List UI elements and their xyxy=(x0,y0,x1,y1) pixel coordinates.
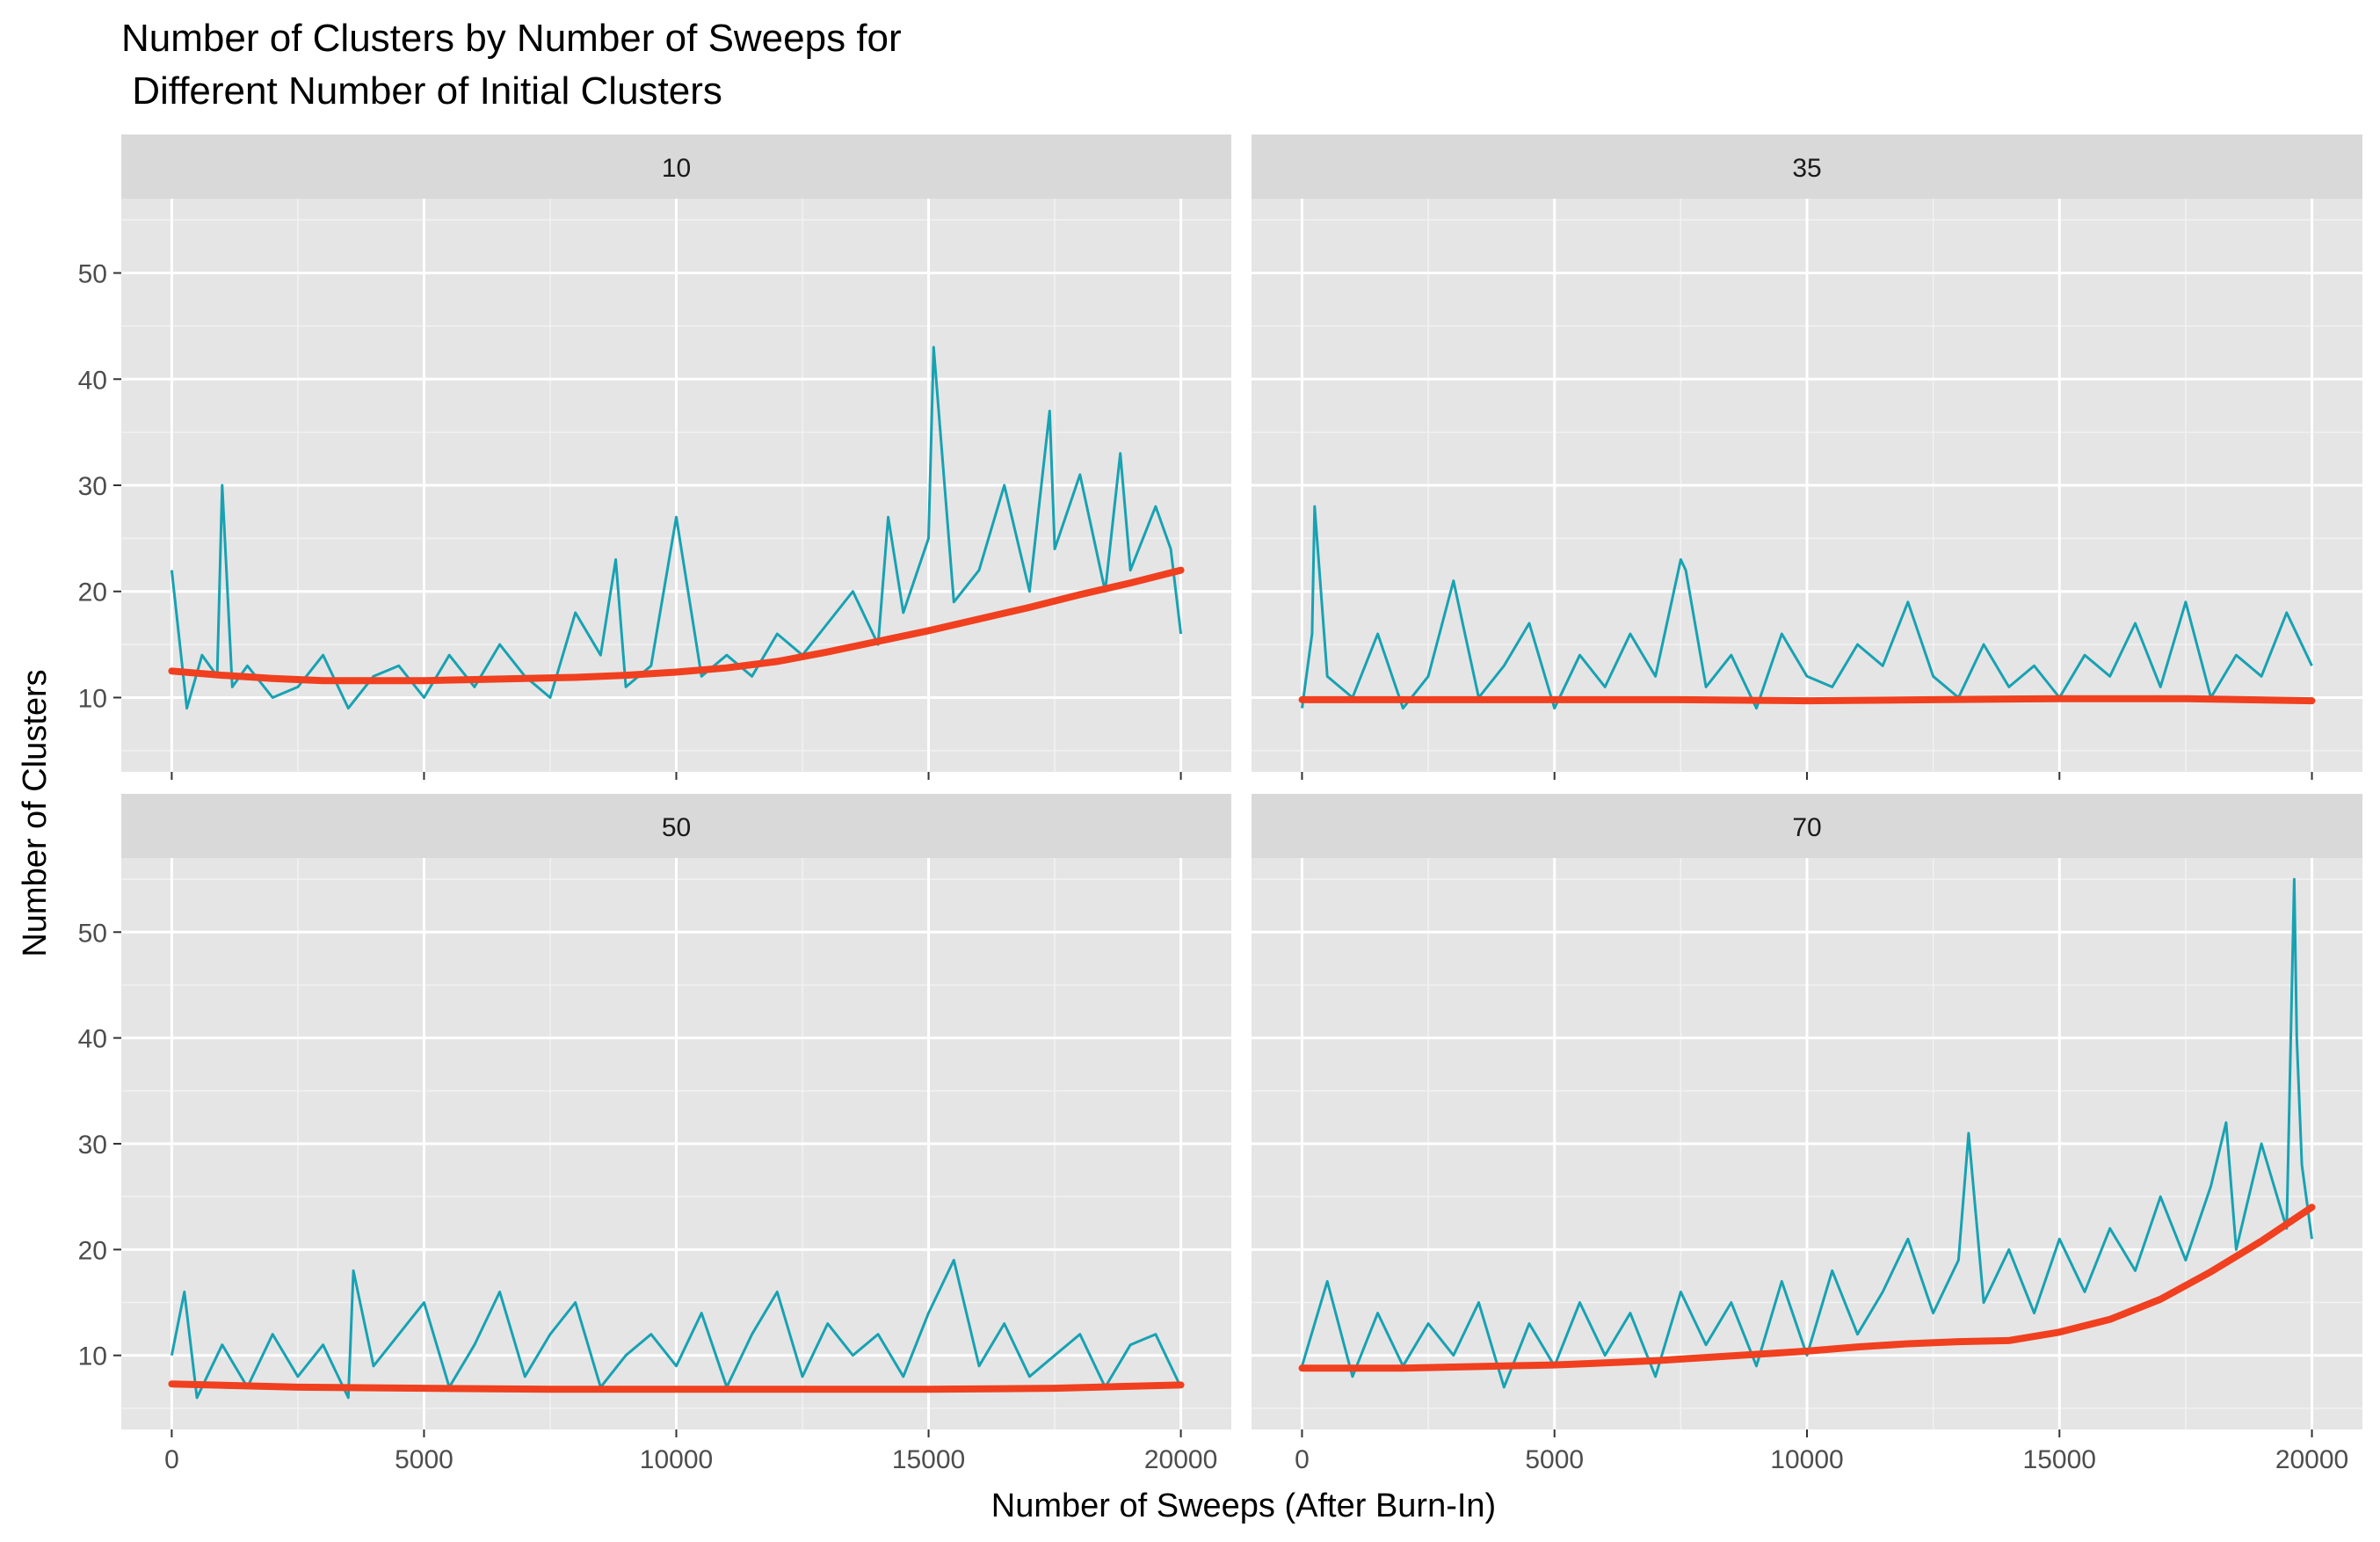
facet-strip-label: 70 xyxy=(1792,813,1821,842)
y-tick-label: 30 xyxy=(78,1131,107,1160)
chart-title-line2: Different Number of Initial Clusters xyxy=(121,69,722,113)
trace-line xyxy=(1301,505,2313,710)
facet-strip xyxy=(1252,794,2362,858)
facet-panel-50: 50 0 5000 10000 15000 20000 10 20 30 40 50 xyxy=(78,794,1231,1474)
facet-panel-35: 35 xyxy=(1252,135,2362,780)
facet-panels: 10 10 20 30 40 50 35 50 0 5000 10000 15000 20000 10 20… xyxy=(78,135,2362,1474)
x-tick-label: 15000 xyxy=(2023,1445,2096,1474)
facet-panel-10: 10 10 20 30 40 50 xyxy=(78,135,1231,780)
smooth-line xyxy=(168,1380,1185,1393)
x-tick-label: 0 xyxy=(164,1445,179,1474)
y-tick-label: 10 xyxy=(78,1342,107,1371)
y-tick-label: 30 xyxy=(78,472,107,501)
smooth-line xyxy=(1298,1204,2316,1372)
chart-title-line1: Number of Clusters by Number of Sweeps f… xyxy=(121,17,902,60)
facet-strip xyxy=(1252,135,2362,199)
smooth-line xyxy=(168,566,1185,685)
y-tick-label: 20 xyxy=(78,1236,107,1265)
x-tick-label: 20000 xyxy=(1144,1445,1217,1474)
y-tick-label: 50 xyxy=(78,260,107,289)
y-tick-label: 50 xyxy=(78,919,107,948)
x-tick-label: 0 xyxy=(1295,1445,1310,1474)
x-tick-label: 10000 xyxy=(640,1445,713,1474)
trace-line xyxy=(170,1258,1182,1400)
y-tick-label: 40 xyxy=(78,366,107,395)
y-tick-label: 40 xyxy=(78,1025,107,1054)
facet-strip xyxy=(121,794,1231,858)
facet-strip-label: 50 xyxy=(662,813,691,842)
smooth-line xyxy=(1298,695,2316,705)
x-tick-label: 15000 xyxy=(892,1445,965,1474)
facet-strip-label: 10 xyxy=(662,154,691,183)
x-axis-title: Number of Sweeps (After Burn-In) xyxy=(991,1487,1496,1524)
facet-strip-label: 35 xyxy=(1792,154,1821,183)
x-tick-label: 20000 xyxy=(2275,1445,2348,1474)
x-tick-label: 5000 xyxy=(395,1445,454,1474)
x-tick-label: 10000 xyxy=(1770,1445,1843,1474)
y-tick-label: 20 xyxy=(78,578,107,607)
trace-line xyxy=(1301,877,2313,1389)
y-axis-title: Number of Clusters xyxy=(17,669,54,956)
facet-panel-70: 70 0 5000 10000 15000 20000 xyxy=(1252,794,2362,1474)
y-tick-label: 10 xyxy=(78,684,107,713)
facet-strip xyxy=(121,135,1231,199)
x-tick-label: 5000 xyxy=(1525,1445,1584,1474)
